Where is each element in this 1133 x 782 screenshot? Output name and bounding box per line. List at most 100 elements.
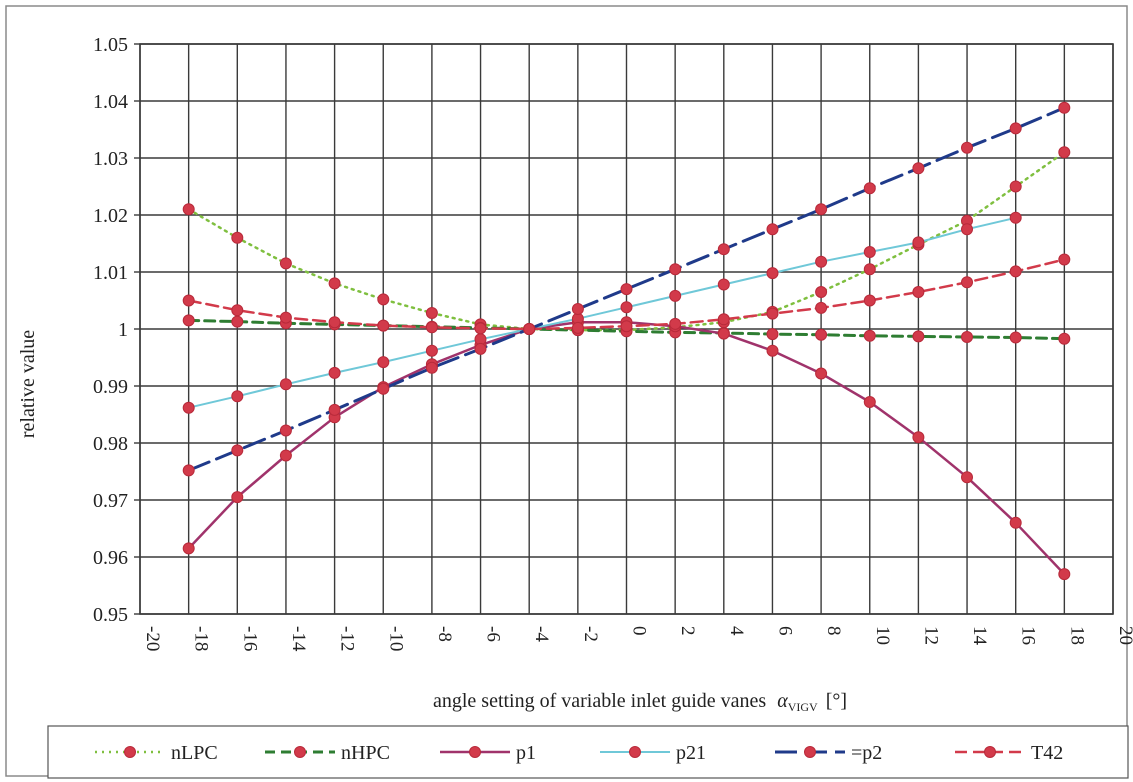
point-t42 <box>571 321 584 334</box>
x-tick-label: -10 <box>385 626 406 651</box>
x-axis-label: angle setting of variable inlet guide va… <box>433 690 847 714</box>
point-t42 <box>231 304 244 317</box>
point-p2 <box>620 283 633 296</box>
point-nhpc <box>766 328 779 341</box>
point-nlpc <box>231 231 244 244</box>
legend-label: =p2 <box>851 742 882 764</box>
point-t42 <box>474 322 487 335</box>
point-t42 <box>1009 265 1022 278</box>
point-p21 <box>425 344 438 357</box>
point-nhpc <box>182 314 195 327</box>
point-p21 <box>863 246 876 258</box>
x-axis-label-subscript: VIGV <box>788 700 818 714</box>
point-t42 <box>377 319 390 332</box>
point-p2 <box>231 444 244 457</box>
legend-marker <box>469 746 481 758</box>
point-t42 <box>717 313 730 326</box>
point-p1 <box>182 542 195 555</box>
point-p2 <box>571 303 584 315</box>
point-p1 <box>279 449 292 462</box>
point-nlpc <box>279 257 292 270</box>
point-p21 <box>231 390 244 403</box>
point-p21 <box>377 356 390 369</box>
point-nlpc <box>1009 180 1022 193</box>
legend-marker <box>984 746 996 758</box>
point-t42 <box>620 320 633 333</box>
legend-label: p21 <box>676 742 706 764</box>
legend-marker <box>804 746 816 758</box>
point-nhpc <box>1058 332 1071 345</box>
point-nlpc <box>182 203 195 216</box>
x-tick-label: 8 <box>823 626 844 636</box>
y-tick-label: 0.97 <box>93 490 128 512</box>
point-p21 <box>669 289 682 302</box>
point-t42 <box>669 317 682 330</box>
y-tick-label: 0.99 <box>93 376 128 398</box>
x-tick-label: -20 <box>142 626 163 651</box>
x-tick-label: 0 <box>629 626 650 636</box>
point-nhpc <box>912 330 925 343</box>
point-p2 <box>279 424 292 437</box>
legend-item-nlpc: nLPC <box>95 742 218 764</box>
point-p21 <box>766 267 779 280</box>
axes: -20 -18 -16 -14 -12 -10 -8 -6 -4 -2 0 2 4 6 8 10 12 14 16 1… <box>93 34 1133 652</box>
legend-item-nhpc: nHPC <box>265 742 390 764</box>
x-tick-label: 10 <box>872 626 893 645</box>
legend-label: p1 <box>516 742 536 764</box>
point-p1 <box>717 327 730 340</box>
point-p2 <box>961 141 973 154</box>
legend-item-p21: p21 <box>600 742 706 764</box>
point-t42 <box>961 276 973 289</box>
point-p2 <box>1009 122 1022 135</box>
point-p21 <box>961 223 973 236</box>
point-p2 <box>328 403 341 416</box>
legend-item-p1: p1 <box>440 742 536 764</box>
point-nlpc <box>863 263 876 276</box>
point-p21 <box>182 401 195 414</box>
point-t42 <box>766 307 779 320</box>
x-axis-label-unit: [°] <box>826 690 847 712</box>
series-layer <box>182 101 1071 581</box>
point-nhpc <box>863 329 876 342</box>
point-t42 <box>912 286 925 298</box>
point-nhpc <box>815 328 828 341</box>
y-tick-label: 1.03 <box>93 148 128 170</box>
point-p2 <box>863 182 876 195</box>
legend-marker <box>629 746 641 758</box>
point-p2 <box>474 342 487 355</box>
point-p2 <box>377 382 390 395</box>
y-tick-label: 1.05 <box>93 34 128 56</box>
point-p1 <box>863 396 876 408</box>
point-p2 <box>182 464 195 477</box>
point-p21 <box>1009 211 1022 224</box>
point-p1 <box>231 491 244 504</box>
point-t42 <box>1058 253 1071 266</box>
point-nlpc <box>815 286 828 298</box>
point-t42 <box>328 316 341 329</box>
point-p21 <box>815 255 828 268</box>
y-tick-label: 0.98 <box>93 433 128 455</box>
point-nhpc <box>1009 331 1022 344</box>
x-tick-label: 2 <box>677 626 698 636</box>
x-tick-label: 16 <box>1018 626 1039 645</box>
point-t42 <box>425 321 438 334</box>
x-tick-label: -12 <box>337 626 358 651</box>
point-p1 <box>912 431 925 444</box>
point-p2 <box>815 203 828 216</box>
x-axis-label-text: angle setting of variable inlet guide va… <box>433 690 766 712</box>
x-tick-label: -18 <box>191 626 212 651</box>
point-p2 <box>717 243 730 256</box>
point-nlpc <box>1058 146 1071 159</box>
point-t42 <box>523 323 536 335</box>
point-p2 <box>425 361 438 374</box>
x-tick-label: -14 <box>288 626 309 652</box>
x-tick-label: -4 <box>531 626 552 642</box>
point-p21 <box>279 378 292 391</box>
y-tick-label: 1.01 <box>93 262 128 284</box>
point-t42 <box>279 311 292 324</box>
legend-label: nHPC <box>341 742 390 764</box>
point-p2 <box>669 263 682 276</box>
y-tick-label: 1.02 <box>93 205 128 227</box>
y-axis-label: relative value <box>17 330 39 438</box>
